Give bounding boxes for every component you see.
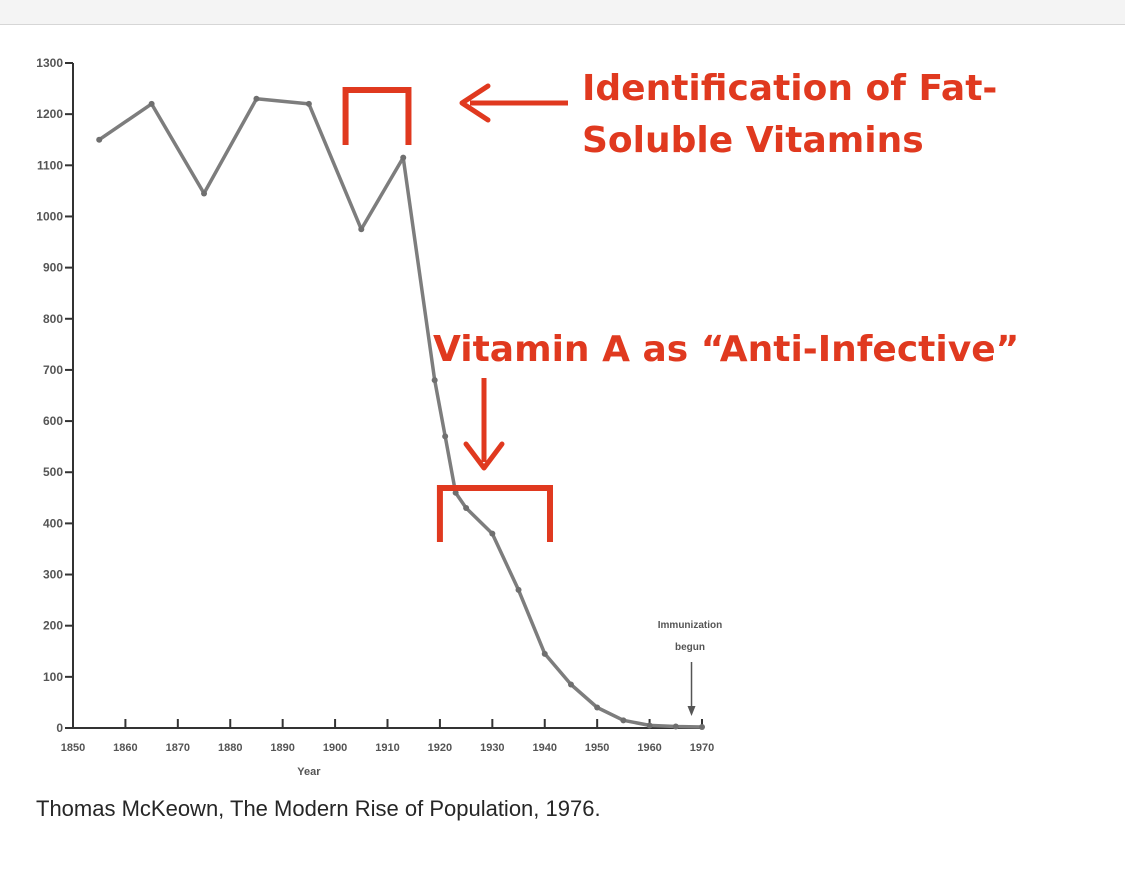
- x-tick-label: 1860: [113, 742, 137, 754]
- chart-series: [96, 95, 705, 730]
- vitamin-a-label: Vitamin A as “Anti-Infective”: [433, 329, 1019, 370]
- data-point: [541, 650, 548, 657]
- data-point: [452, 489, 459, 496]
- fat-soluble-arrow-head: [459, 83, 491, 123]
- y-tick-label: 800: [43, 312, 63, 326]
- y-tick-label: 1300: [36, 56, 63, 70]
- source-caption: Thomas McKeown, The Modern Rise of Popul…: [36, 796, 601, 821]
- x-tick-label: 1880: [218, 742, 242, 754]
- data-point: [594, 704, 601, 711]
- data-point: [96, 136, 103, 143]
- vitamin-a-bracket: [436, 485, 553, 542]
- data-point: [646, 722, 653, 729]
- data-point: [253, 95, 260, 102]
- y-tick-label: 1000: [36, 209, 63, 223]
- x-tick-label: 1950: [585, 742, 609, 754]
- x-tick-label: 1930: [480, 742, 504, 754]
- data-point: [305, 100, 312, 107]
- x-axis-title: Year: [297, 766, 321, 778]
- y-tick-label: 900: [43, 261, 63, 275]
- data-point: [201, 190, 208, 197]
- top-bar: [0, 0, 1125, 25]
- vitamin-a-arrow-head: [463, 441, 505, 471]
- data-point: [400, 154, 407, 161]
- series-line: [97, 97, 704, 729]
- y-tick-label: 100: [43, 670, 63, 684]
- data-point: [567, 681, 574, 688]
- x-tick-label: 1870: [166, 742, 190, 754]
- y-tick-label: 500: [43, 465, 63, 479]
- data-point: [463, 505, 470, 512]
- y-tick-label: 400: [43, 516, 63, 530]
- y-tick-label: 600: [43, 414, 63, 428]
- data-point: [358, 226, 365, 233]
- x-tick-label: 1970: [690, 742, 714, 754]
- chart-annotations: Immunization begun Identification of Fat- S…: [342, 68, 1019, 716]
- x-tick-label: 1920: [428, 742, 452, 754]
- immunization-label: Immunization: [658, 620, 722, 631]
- data-point: [515, 586, 522, 593]
- fat-soluble-label: Soluble Vitamins: [582, 120, 924, 161]
- y-tick-label: 0: [56, 721, 63, 735]
- data-point: [699, 723, 705, 730]
- immunization-arrow-head: [687, 706, 696, 716]
- data-point: [442, 433, 449, 440]
- x-tick-label: 1890: [270, 742, 294, 754]
- chart-axes: 0 100 200 300 400 500 600 700 800 900 1000 1100 1200…: [36, 56, 714, 778]
- y-tick-label: 1200: [36, 107, 63, 121]
- data-point: [148, 100, 155, 107]
- immunization-label: begun: [675, 642, 705, 653]
- x-tick-label: 1960: [637, 742, 661, 754]
- y-tick-label: 700: [43, 363, 63, 377]
- y-tick-label: 200: [43, 619, 63, 633]
- x-tick-label: 1900: [323, 742, 347, 754]
- x-tick-label: 1850: [61, 742, 85, 754]
- fat-soluble-bracket: [342, 87, 412, 145]
- x-tick-label: 1940: [533, 742, 557, 754]
- data-point: [620, 717, 627, 724]
- y-tick-label: 300: [43, 568, 63, 582]
- fat-soluble-label: Identification of Fat-: [582, 68, 997, 109]
- data-point: [489, 530, 496, 537]
- data-point: [431, 377, 438, 384]
- data-point: [672, 723, 679, 730]
- y-tick-label: 1100: [37, 158, 63, 172]
- x-tick-label: 1910: [375, 742, 399, 754]
